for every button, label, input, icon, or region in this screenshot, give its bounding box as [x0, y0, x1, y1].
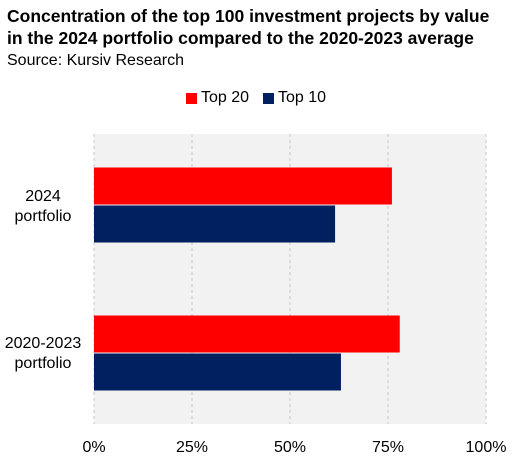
legend-label-top10: Top 10	[278, 89, 327, 106]
category-label-2020-2023-line2: portfolio	[14, 355, 72, 372]
bar-top10-2020-2023	[94, 353, 341, 391]
category-label-2020-2023-line1: 2020-2023	[4, 335, 82, 352]
category-label-2024-line1: 2024	[25, 188, 61, 205]
chart-title: Concentration of the top 100 investment …	[7, 6, 490, 48]
x-tick-label-1: 25%	[176, 439, 208, 456]
legend: Top 20 Top 10	[0, 88, 512, 108]
x-tick-label-3: 75%	[372, 439, 404, 456]
legend-swatch-top20	[185, 92, 197, 104]
category-label-2024: 2024 portfolio	[0, 187, 86, 227]
category-label-2020-2023: 2020-2023 portfolio	[0, 334, 86, 374]
legend-swatch-top10	[263, 92, 274, 104]
chart-subtitle: Source: Kursiv Research	[7, 52, 184, 69]
x-tick-label-4: 100%	[466, 439, 507, 456]
bar-top20-2020-2023	[94, 315, 400, 353]
category-label-2024-line2: portfolio	[14, 208, 72, 225]
x-tick-label-2: 50%	[274, 439, 306, 456]
bar-top10-2024	[94, 205, 336, 243]
legend-item-top10: Top 10	[263, 88, 326, 108]
bar-top20-2024	[94, 167, 392, 205]
x-tick-label-0: 0%	[82, 439, 105, 456]
legend-item-top20: Top 20	[185, 88, 249, 108]
legend-label-top20: Top 20	[200, 89, 249, 106]
